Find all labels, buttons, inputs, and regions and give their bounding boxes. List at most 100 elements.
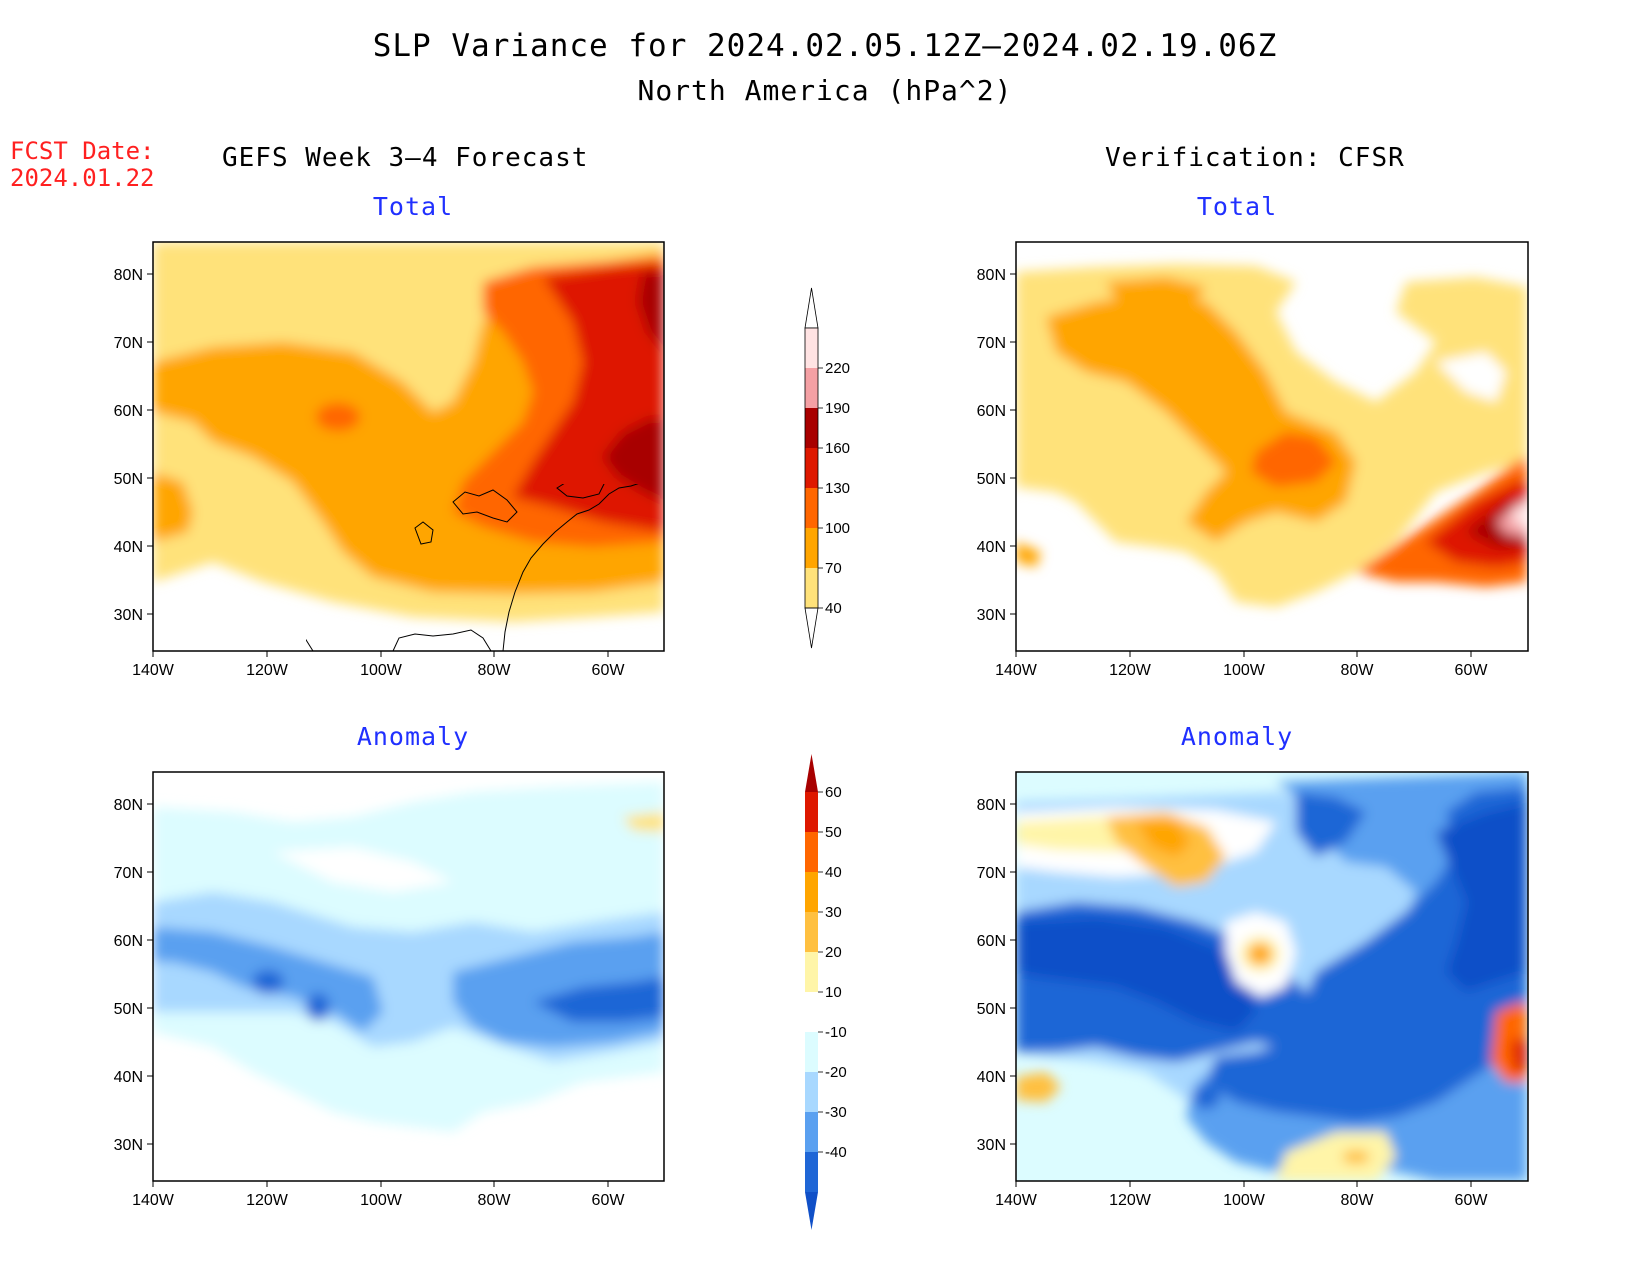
lat-label: 50N [114, 1001, 143, 1018]
right-column-title: Verification: CFSR [1105, 143, 1405, 173]
lat-label: 40N [977, 1069, 1006, 1086]
colorbar-cap-top [805, 754, 818, 792]
anomaly-colorbar: 60 50 40 30 20 10 -10 -20 -30 -40 [805, 754, 847, 1230]
lat-label: 30N [114, 607, 143, 624]
lat-label: 80N [114, 267, 143, 284]
colorbar-label: 190 [825, 400, 850, 417]
lon-label: 120W [1109, 662, 1152, 679]
map-axes: 80N 70N 60N 50N 40N 30N 140W 120W 100W 80W 60W 80N 7… [114, 267, 1489, 1209]
lat-label: 50N [114, 471, 143, 488]
colorbar-segment [805, 992, 818, 1032]
colorbar-label: 220 [825, 360, 850, 377]
colorbar-segment [805, 328, 818, 368]
panel-tr-subtitle: Total [1196, 192, 1278, 221]
lat-label: 80N [977, 267, 1006, 284]
panel-bl-subtitle: Anomaly [356, 722, 470, 751]
colorbar-label: 10 [825, 984, 842, 1001]
lat-label: 60N [977, 403, 1006, 420]
lat-label: 70N [114, 335, 143, 352]
colorbar-cap-top [804, 287, 819, 329]
lon-label: 100W [1223, 662, 1266, 679]
colorbar-segment [805, 488, 818, 528]
lat-label: 50N [977, 471, 1006, 488]
colorbar-segment [805, 1072, 818, 1112]
lat-label: 40N [114, 1069, 143, 1086]
map-forecast-total [152, 241, 665, 652]
colorbar-segment [805, 952, 818, 992]
colorbar-segment [805, 1032, 818, 1072]
lon-label: 140W [132, 662, 175, 679]
forecast-date-value: 2024.01.22 [10, 164, 155, 192]
left-column-title: GEFS Week 3–4 Forecast [222, 143, 589, 173]
lon-label: 120W [246, 662, 289, 679]
forecast-date-label: FCST Date: [10, 137, 155, 165]
lon-label: 60W [592, 1192, 626, 1209]
lon-label: 140W [132, 1192, 175, 1209]
lat-label: 70N [977, 335, 1006, 352]
colorbar-segment [805, 1152, 818, 1192]
lon-label: 100W [1223, 1192, 1266, 1209]
lat-label: 60N [114, 933, 143, 950]
lon-label: 80W [478, 662, 512, 679]
lon-label: 140W [995, 662, 1038, 679]
colorbar-segment [805, 368, 818, 408]
colorbar-label: 160 [825, 440, 850, 457]
lat-label: 30N [977, 1137, 1006, 1154]
colorbar-segment [805, 408, 818, 448]
colorbar-label: 60 [825, 784, 842, 801]
lat-label: 60N [977, 933, 1006, 950]
main-title: SLP Variance for 2024.02.05.12Z–2024.02.… [372, 28, 1278, 64]
lon-label: 80W [1341, 662, 1375, 679]
colorbar-segment [805, 912, 818, 952]
lat-label: 30N [977, 607, 1006, 624]
colorbar-label: 40 [825, 600, 842, 617]
colorbar-label: 40 [825, 864, 842, 881]
lon-label: 100W [360, 1192, 403, 1209]
lon-label: 120W [246, 1192, 289, 1209]
colorbar-label: 130 [825, 480, 850, 497]
forecast-date-block: FCST Date: 2024.01.22 [10, 138, 155, 192]
lon-label: 140W [995, 1192, 1038, 1209]
lon-label: 80W [478, 1192, 512, 1209]
colorbar-label: 50 [825, 824, 842, 841]
colorbar-segment [805, 448, 818, 488]
lat-label: 60N [114, 403, 143, 420]
lon-label: 80W [1341, 1192, 1375, 1209]
colorbar-cap-bottom [804, 607, 819, 649]
lat-label: 70N [114, 865, 143, 882]
colorbar-segment [805, 792, 818, 832]
colorbar-label: 30 [825, 904, 842, 921]
lon-label: 60W [592, 662, 626, 679]
lon-label: 60W [1455, 1192, 1489, 1209]
colorbar-label: -20 [825, 1064, 847, 1081]
colorbar-segment [805, 1112, 818, 1152]
map-verification-anomaly [1015, 771, 1529, 1182]
colorbar-label: -30 [825, 1104, 847, 1121]
lat-label: 40N [977, 539, 1006, 556]
lon-label: 100W [360, 662, 403, 679]
lon-label: 60W [1455, 662, 1489, 679]
lat-label: 50N [977, 1001, 1006, 1018]
colorbar-segment [805, 872, 818, 912]
colorbar-label: 70 [825, 560, 842, 577]
colorbar-label: 100 [825, 520, 850, 537]
map-forecast-anomaly [152, 771, 665, 1182]
lat-label: 80N [977, 797, 1006, 814]
colorbar-segment [805, 832, 818, 872]
colorbar-label: -40 [825, 1144, 847, 1161]
main-subtitle: North America (hPa^2) [637, 74, 1013, 107]
colorbar-label: 20 [825, 944, 842, 961]
colorbar-segment [805, 528, 818, 568]
lat-label: 30N [114, 1137, 143, 1154]
panel-br-subtitle: Anomaly [1180, 722, 1294, 751]
lat-label: 40N [114, 539, 143, 556]
map-verification-total [1015, 241, 1529, 652]
lat-label: 70N [977, 865, 1006, 882]
lon-label: 120W [1109, 1192, 1152, 1209]
colorbar-segment [805, 568, 818, 608]
total-colorbar: 220 190 160 130 100 70 40 [804, 287, 850, 649]
colorbar-label: -10 [825, 1024, 847, 1041]
panel-tl-subtitle: Total [372, 192, 454, 221]
lat-label: 80N [114, 797, 143, 814]
